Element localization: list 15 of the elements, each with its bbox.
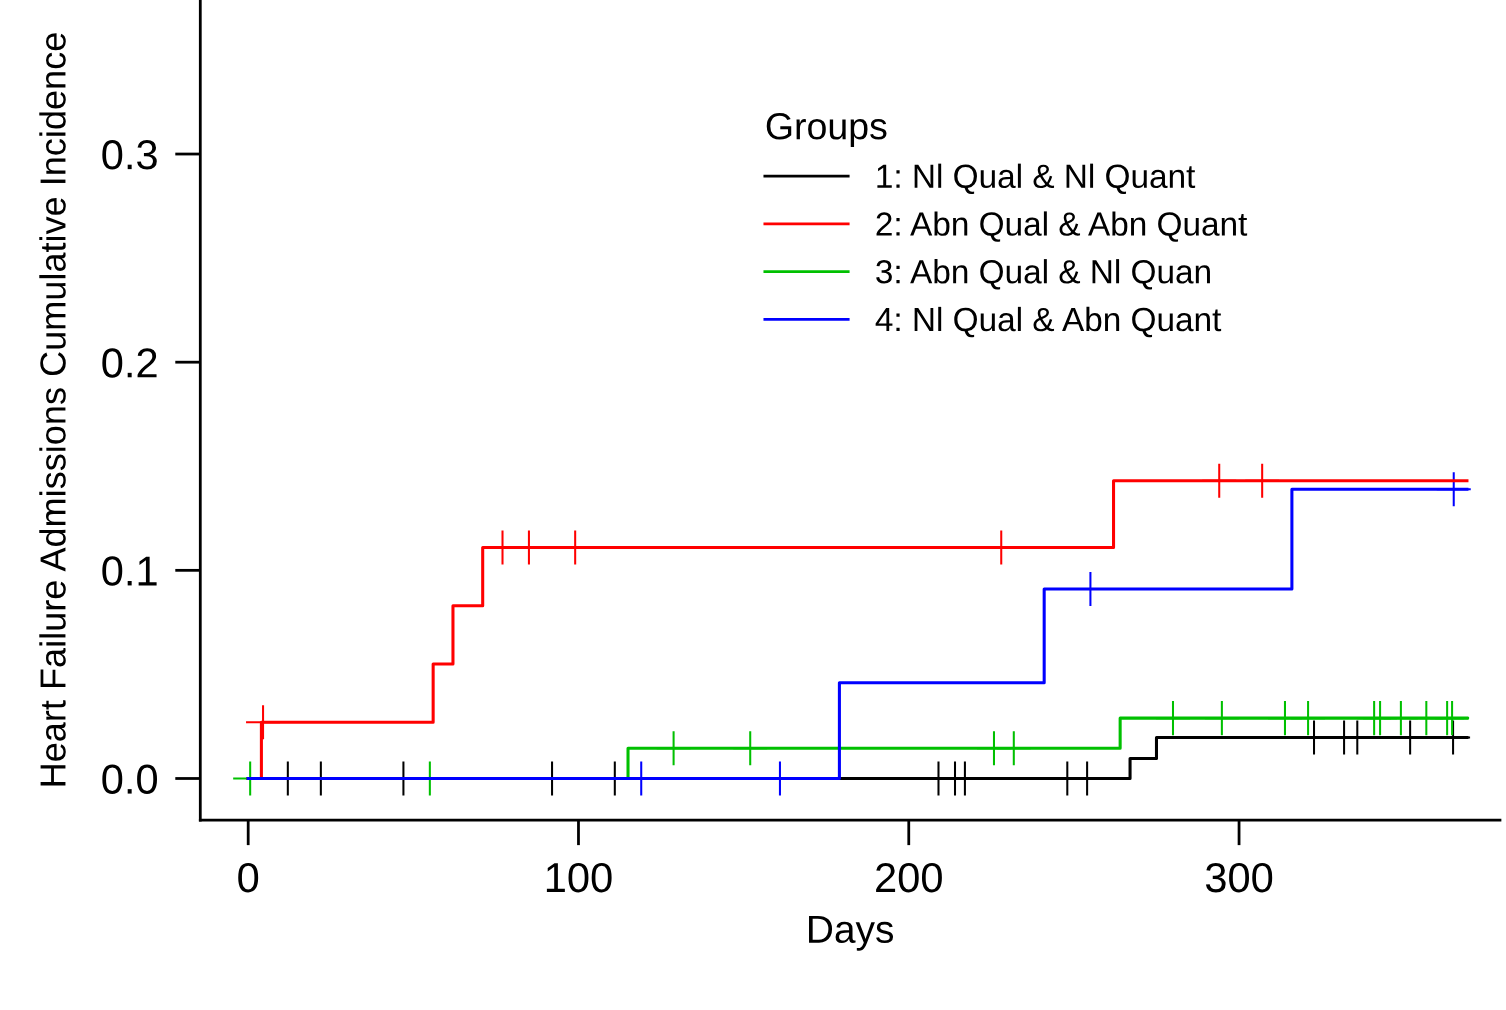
legend-label: 4: Nl Qual & Abn Quant — [875, 306, 1222, 338]
x-axis-title: Days — [809, 915, 894, 951]
y-tick-label: 0.2 — [102, 348, 157, 378]
legend-label: 2: Abn Qual & Abn Quant — [876, 211, 1248, 242]
legend-title: Groups — [766, 113, 887, 147]
x-tick-label: 0 — [238, 862, 259, 893]
x-tick-label: 300 — [1205, 862, 1273, 893]
y-tick-label: 0.3 — [102, 140, 157, 170]
y-tick-label: 0.0 — [102, 764, 158, 794]
y-axis-title: Heart Failure Admissions Cumulative Incidence — [39, 33, 66, 786]
legend-label: 3: Abn Qual & Nl Quan — [876, 259, 1210, 290]
x-tick-label: 100 — [546, 862, 612, 893]
x-tick-label: 200 — [876, 862, 942, 893]
legend-label: 1: Nl Qual & Nl Quant — [877, 163, 1196, 195]
y-tick-label: 0.1 — [102, 556, 157, 586]
